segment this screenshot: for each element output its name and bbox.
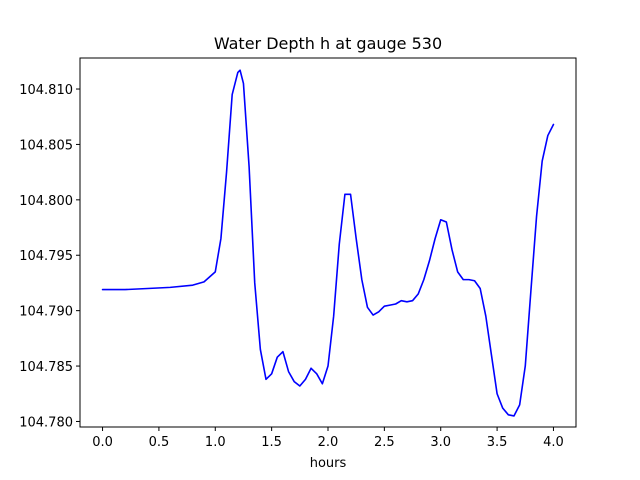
series-layer — [101, 69, 555, 417]
x-tick-label: 4.0 — [543, 435, 564, 450]
y-tick-label: 104.800 — [19, 194, 73, 209]
y-tick-label: 104.785 — [19, 360, 73, 375]
x-tick-label: 2.0 — [318, 435, 339, 450]
y-tick-label: 104.795 — [19, 249, 73, 264]
plot-area-frame — [79, 57, 577, 428]
chart-title: Water Depth h at gauge 530 — [214, 34, 442, 53]
x-axis: 0.0 0.5 1.0 1.5 2.0 2.5 3.0 3.5 4.0 — [92, 427, 564, 450]
y-tick-label: 104.790 — [19, 305, 73, 320]
x-tick-label: 1.5 — [261, 435, 282, 450]
series-line-0 — [101, 69, 555, 417]
x-tick-label: 2.5 — [374, 435, 395, 450]
y-tick-label: 104.780 — [19, 415, 73, 430]
x-tick-label: 3.5 — [487, 435, 508, 450]
x-tick-label: 0.0 — [92, 435, 113, 450]
y-tick-label: 104.805 — [19, 138, 73, 153]
y-axis: 104.780 104.785 104.790 104.795 104.800 104.8… — [19, 83, 80, 430]
x-tick-label: 0.5 — [149, 435, 170, 450]
x-tick-label: 3.0 — [430, 435, 451, 450]
x-axis-label: hours — [310, 456, 347, 471]
y-tick-label: 104.810 — [19, 83, 73, 98]
x-tick-label: 1.0 — [205, 435, 226, 450]
